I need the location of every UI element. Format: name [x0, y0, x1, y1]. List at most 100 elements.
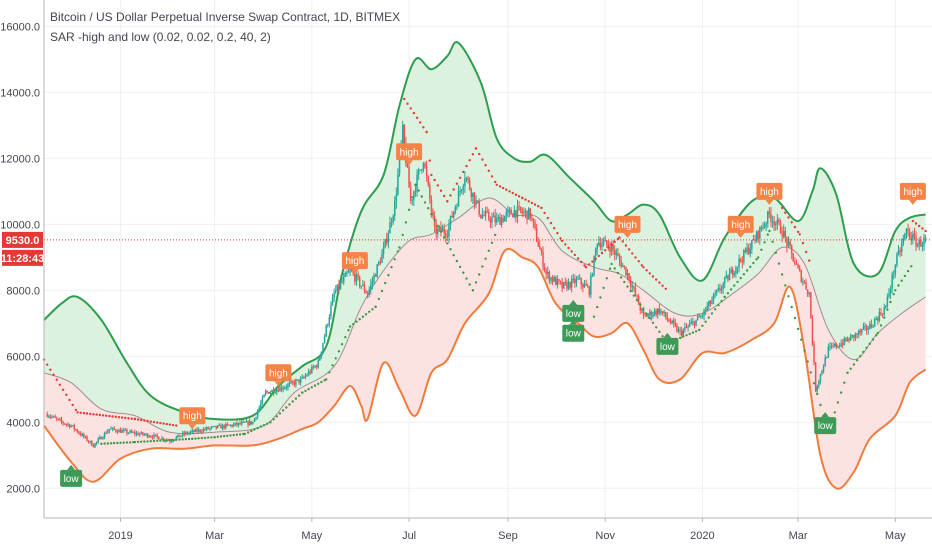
candle-body: [245, 421, 248, 423]
sar-down-dot: [156, 421, 159, 424]
candle-body: [703, 309, 705, 316]
candle-body: [617, 253, 619, 256]
candle-body: [537, 241, 539, 247]
candle-body: [637, 296, 640, 305]
candle-body: [773, 221, 775, 226]
candle-body: [853, 335, 855, 338]
candle-body: [191, 430, 193, 432]
sar-up-dot: [729, 288, 733, 291]
candle-body: [229, 424, 232, 426]
candle-body: [610, 244, 613, 252]
sar-up-dot: [745, 269, 749, 272]
candle-body: [226, 424, 229, 425]
candle-body: [779, 222, 782, 234]
candle-body: [59, 419, 61, 421]
sar-up-dot: [760, 248, 763, 251]
candle-body: [701, 315, 704, 317]
tag-pointer: [623, 232, 632, 238]
sar-up-dot: [897, 284, 900, 287]
sar-down-dot: [433, 178, 436, 182]
candle-body: [143, 434, 146, 436]
candle-body: [64, 423, 66, 425]
sar-down-dot: [481, 158, 484, 161]
sar-up-dot: [191, 437, 194, 440]
candle-body: [240, 422, 243, 425]
sar-up-dot: [181, 438, 184, 441]
sar-up-dot: [213, 436, 216, 439]
sar-up-dot: [301, 391, 304, 394]
candle-body: [593, 256, 595, 276]
sar-down-dot: [89, 412, 92, 416]
candle-body: [258, 407, 260, 412]
sar-down-dot: [146, 419, 149, 423]
sar-down-dot: [419, 121, 422, 124]
sar-down-dot: [409, 107, 412, 110]
candle-body: [677, 329, 680, 332]
sar-up-dot: [846, 371, 849, 374]
candle-body: [268, 391, 270, 394]
candle-body: [813, 344, 815, 363]
candle-body: [97, 438, 99, 442]
sar-up-dot: [596, 305, 599, 309]
candle-body: [910, 237, 912, 241]
sar-up-dot: [297, 394, 301, 397]
candle-body: [590, 275, 592, 295]
band-fill: [44, 197, 926, 489]
sar-up-dot: [774, 251, 777, 254]
candle-body: [296, 379, 299, 381]
sar-up-dot: [171, 438, 175, 442]
sar-up-dot: [859, 355, 862, 358]
candle-body: [913, 233, 916, 237]
candle-body: [244, 421, 246, 423]
candle-body: [336, 284, 339, 291]
candle-body: [95, 441, 98, 444]
sar-down-dot: [648, 272, 651, 275]
sar-down-dot: [149, 420, 152, 423]
sar-up-dot: [223, 434, 226, 438]
candle-body: [264, 391, 267, 395]
sar-up-dot: [465, 277, 468, 280]
candle-body: [622, 265, 624, 267]
candle-body: [170, 441, 173, 443]
sar-down-dot: [443, 194, 446, 198]
candle-body: [287, 384, 289, 388]
sar-up-dot: [771, 240, 774, 243]
candle-body: [484, 211, 487, 216]
candle-body: [716, 290, 718, 294]
sar-down-dot: [576, 257, 580, 260]
candle-body: [279, 387, 281, 392]
candle-body: [512, 214, 514, 218]
candle-body: [339, 282, 342, 289]
candle-body: [108, 429, 111, 432]
candle-body: [602, 241, 605, 245]
candle-body: [724, 277, 726, 284]
candle-body: [373, 275, 375, 282]
candle-body: [583, 284, 586, 288]
candle-body: [223, 425, 225, 428]
candle-body: [213, 425, 216, 427]
sar-up-dot: [688, 332, 691, 336]
candle-body: [167, 440, 170, 441]
candle-body: [690, 322, 692, 325]
x-tick-label: Mar: [789, 530, 808, 542]
candle-body: [293, 382, 295, 385]
candle-body: [633, 286, 635, 288]
candle-body: [708, 301, 710, 307]
sar-up-dot: [875, 334, 878, 337]
candle-body: [795, 263, 798, 265]
candle-body: [889, 288, 892, 294]
candle-body: [508, 209, 511, 211]
candle-body: [652, 314, 654, 317]
sar-down-dot: [780, 206, 784, 210]
tag-pointer: [350, 269, 359, 275]
candle-body: [712, 294, 715, 301]
candle-body: [912, 233, 914, 241]
candle-body: [527, 208, 530, 220]
sar-down-dot: [415, 116, 419, 120]
sar-down-dot: [597, 254, 600, 258]
candle-body: [682, 329, 684, 336]
sar-up-dot: [809, 371, 812, 374]
candle-body: [893, 273, 895, 275]
candle-body: [660, 311, 662, 314]
